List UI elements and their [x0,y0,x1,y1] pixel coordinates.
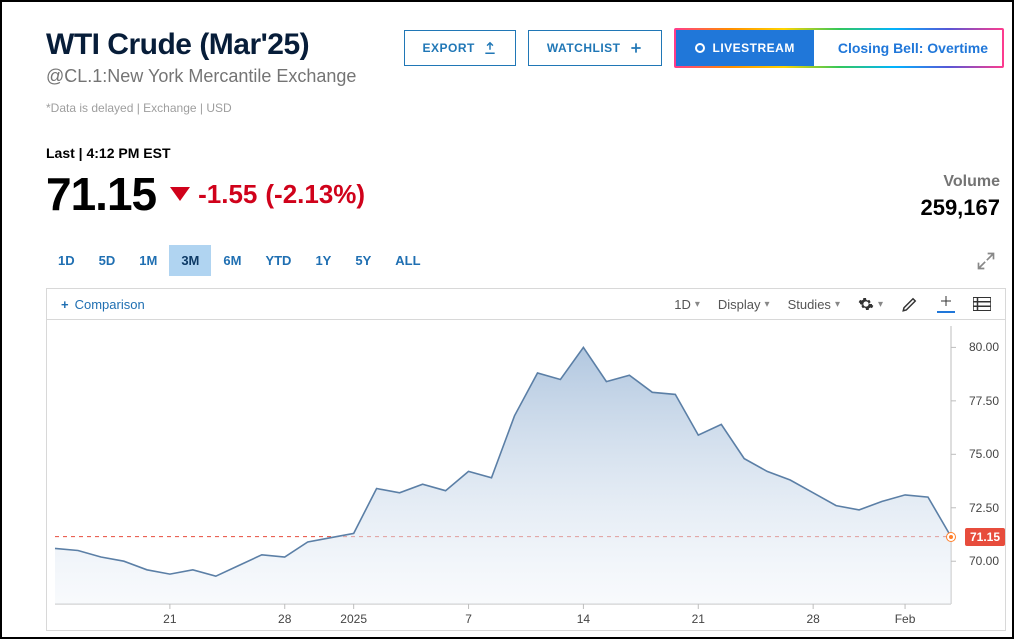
y-tick-label: 75.00 [969,447,999,461]
chevron-down-icon: ▾ [878,299,883,310]
range-1d[interactable]: 1D [46,245,87,276]
x-tick-label: 28 [806,612,819,626]
display-dropdown[interactable]: Display ▾ [718,297,770,312]
y-tick-label: 70.00 [969,554,999,568]
x-tick-label: 21 [692,612,705,626]
livestream-promo: LIVESTREAM Closing Bell: Overtime [674,28,1005,68]
livestream-button[interactable]: LIVESTREAM [676,30,814,66]
chart-toolbar: + Comparison 1D ▾ Display ▾ Studies ▾ ▾ [46,288,1006,319]
y-tick-label: 72.50 [969,501,999,515]
studies-label: Studies [788,297,831,312]
livestream-label: LIVESTREAM [713,41,795,55]
crosshair-icon[interactable] [937,295,955,313]
range-3m[interactable]: 3M [169,245,211,276]
current-price-tag: 71.15 [965,528,1005,546]
range-all[interactable]: ALL [383,245,432,276]
comparison-button[interactable]: + Comparison [61,297,145,312]
expand-icon[interactable] [976,251,996,271]
plus-icon: + [61,297,69,312]
watchlist-button[interactable]: WATCHLIST [528,30,662,66]
settings-button[interactable]: ▾ [858,296,883,312]
delay-note: *Data is delayed | Exchange | USD [46,101,356,115]
y-tick-label: 80.00 [969,340,999,354]
time-range-tabs: 1D5D1M3M6MYTD1Y5YALL [46,245,433,276]
ticker-subtitle: @CL.1:New York Mercantile Exchange [46,66,356,87]
live-dot-icon [695,43,705,53]
x-tick-label: 7 [465,612,472,626]
price-chart[interactable]: 70.00 72.50 75.00 77.50 80.00 21 28 2025 7 14 21 28… [46,319,1006,631]
volume-value: 259,167 [920,195,1000,221]
range-5d[interactable]: 5D [87,245,128,276]
x-tick-label: 21 [163,612,176,626]
x-tick-label: 2025 [340,612,367,626]
price-change: -1.55 (-2.13%) [170,179,365,210]
export-icon [483,41,497,55]
range-1y[interactable]: 1Y [303,245,343,276]
watchlist-label: WATCHLIST [547,41,621,55]
chevron-down-icon: ▾ [695,299,700,310]
draw-tool-icon[interactable] [901,295,919,313]
gear-icon [858,296,874,312]
x-tick-label: 28 [278,612,291,626]
interval-dropdown[interactable]: 1D ▾ [674,297,700,312]
last-point-marker [947,533,955,541]
range-1m[interactable]: 1M [127,245,169,276]
export-label: EXPORT [423,41,475,55]
x-tick-label: 14 [577,612,590,626]
chevron-down-icon: ▾ [765,299,770,310]
volume-label: Volume [920,173,1000,191]
arrow-down-icon [170,187,190,201]
x-tick-label: Feb [895,612,916,626]
comparison-label: Comparison [75,297,145,312]
last-price: 71.15 [46,167,156,221]
table-view-icon[interactable] [973,297,991,311]
change-pct: (-2.13%) [265,179,365,210]
display-label: Display [718,297,761,312]
change-value: -1.55 [198,179,257,210]
y-tick-label: 77.50 [969,394,999,408]
page-title: WTI Crude (Mar'25) [46,28,356,62]
range-5y[interactable]: 5Y [343,245,383,276]
studies-dropdown[interactable]: Studies ▾ [788,297,840,312]
plus-icon [629,41,643,55]
range-6m[interactable]: 6M [211,245,253,276]
interval-label: 1D [674,297,691,312]
export-button[interactable]: EXPORT [404,30,516,66]
range-ytd[interactable]: YTD [253,245,303,276]
chevron-down-icon: ▾ [835,299,840,310]
closing-bell-link[interactable]: Closing Bell: Overtime [824,30,1002,66]
last-timestamp: Last | 4:12 PM EST [46,145,365,161]
